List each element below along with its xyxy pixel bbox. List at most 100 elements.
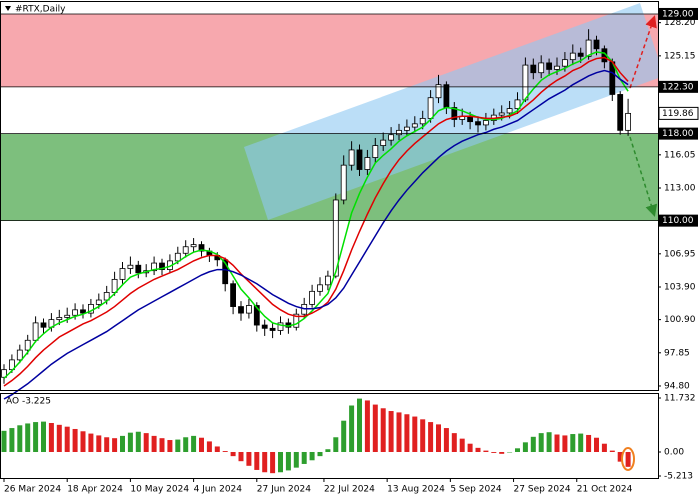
candle-body [95,299,102,305]
candle-body [617,94,624,131]
ao-bar [380,408,386,452]
ao-bar [538,433,544,452]
ao-bar [364,400,370,452]
candle-body [364,157,371,170]
ao-bar [483,450,489,452]
ao-bar [499,451,505,454]
candle-body [482,120,489,126]
ao-bar [396,412,402,452]
level-label: 118.00 [662,129,694,139]
main-frame [0,1,659,391]
ao-bar [436,424,441,452]
ao-bar [372,404,378,452]
candle-body [443,84,450,108]
ao-bar [412,416,418,452]
candle-body [16,349,23,361]
chart-title: #RTX,Daily [15,5,66,15]
candle-body [538,62,545,74]
candle-body [348,149,355,166]
candle-body [585,39,592,57]
candle-body [562,59,568,67]
ao-bar [151,435,157,452]
ao-bar [167,440,173,452]
ao-bar [420,419,426,452]
candle-body [372,145,379,158]
moving-average [3,69,629,400]
ao-bar [135,431,141,452]
ao-bar [191,435,197,452]
ao-bar [491,451,497,453]
x-tick-label: 27 Sep 2024 [514,485,571,495]
candle-body [427,97,434,119]
y-tick-label: 103.90 [664,282,696,292]
level-label-box [659,80,698,93]
ao-bar [17,425,23,452]
candle-body [593,39,600,50]
candle-body [451,107,458,120]
ao-bar [594,437,599,452]
candle-body [403,126,410,131]
ao-tick-label: 11.732 [664,393,696,403]
ao-bar [388,411,394,452]
candle-body [475,121,481,126]
ao-bar [285,451,291,471]
ao-bar [143,433,149,452]
candle-body [222,259,229,285]
y-tick-label: 113.00 [664,184,696,194]
ao-bar [428,422,434,452]
ao-bar [230,451,236,457]
candle-body [127,264,134,269]
ao-bar [459,438,465,452]
ao-bar [522,442,528,452]
ao-bar [206,441,212,452]
ao-bar [515,448,520,452]
x-tick-label: 22 Jul 2024 [324,485,375,495]
candle-body [56,317,63,321]
ao-bar [357,398,362,452]
x-tick-label: 27 Jun 2024 [257,485,311,495]
ao-bar [104,437,110,452]
ao-bar [48,422,54,452]
ao-bar [325,449,331,452]
candle-body [506,108,513,114]
ao-bar [278,451,283,473]
candle-body [356,149,363,170]
ao-bar [554,434,560,452]
y-tick-label: 97.85 [664,348,690,358]
x-tick-label: 4 Jun 2024 [194,485,243,495]
level-label-box [659,127,698,140]
signal-highlight [621,447,635,471]
candle-body [119,268,126,280]
ao-bar [80,431,86,452]
candle-body [261,324,268,329]
candle-body [388,134,395,141]
ao-bar [617,451,623,462]
ao-bar [301,451,307,464]
candle-body [111,278,118,293]
ao-bar [317,451,323,457]
candle-body [411,123,418,128]
candle-body [190,244,197,248]
ao-bar [183,437,189,452]
ao-bar [88,433,94,452]
candle-body [72,309,78,316]
candle-body [522,64,529,101]
candle-body [498,112,505,116]
y-tick-label: 116.05 [664,150,696,160]
candle-body [230,283,237,307]
candle-body [554,65,560,70]
candle-body [324,275,331,286]
oscillator-label: AO -3.225 [6,397,51,407]
candle-body [317,284,323,292]
y-tick-label: 100.90 [664,315,696,325]
level-label: 129.00 [662,9,694,19]
level-label-box [659,214,698,227]
ao-bar [309,451,315,461]
candle-body [238,306,244,314]
y-tick-label: 128.20 [664,18,696,28]
candle-body [182,246,189,254]
candle-body [577,52,584,57]
ao-bar [609,450,615,452]
ao-bar [570,434,576,452]
